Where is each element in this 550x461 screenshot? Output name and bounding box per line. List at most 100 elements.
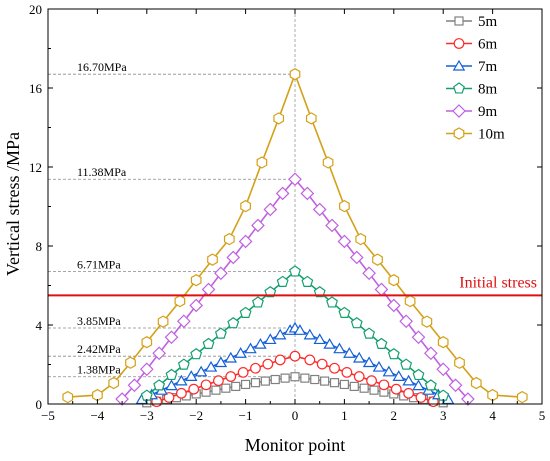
- point-6m-10: [274, 354, 286, 366]
- point-10m-6: [174, 294, 186, 308]
- series-10m: [62, 67, 528, 404]
- y-tick-label-2: 8: [36, 239, 43, 254]
- point-9m-1: [127, 378, 142, 393]
- legend-marker-7m: [452, 59, 466, 71]
- point-6m-19: [390, 383, 402, 395]
- x-tick-label-4: −1: [239, 408, 253, 423]
- point-9m-27: [448, 378, 463, 393]
- point-6m-9: [262, 358, 274, 370]
- point-10m-11: [256, 156, 268, 169]
- point-10m-0: [62, 390, 74, 404]
- x-tick-label-0: −5: [41, 408, 55, 423]
- point-10m-18: [372, 253, 383, 266]
- point-10m-26: [516, 390, 528, 404]
- point-7m-27: [392, 370, 405, 381]
- y-tick-label-3: 12: [29, 160, 42, 175]
- point-5m-21: [349, 381, 359, 392]
- point-6m-8: [250, 362, 261, 374]
- point-10m-12: [273, 112, 285, 125]
- point-10m-13: [289, 67, 301, 81]
- point-9m-20: [362, 266, 376, 281]
- point-6m-5: [213, 375, 224, 387]
- legend-label-9m: 9m: [478, 104, 498, 120]
- point-8m-2: [165, 368, 178, 381]
- point-7m-10: [234, 347, 247, 358]
- point-5m-19: [329, 378, 340, 388]
- point-7m-22: [343, 347, 356, 358]
- point-8m-1: [153, 379, 166, 391]
- point-8m-4: [190, 347, 203, 360]
- point-6m-17: [366, 375, 377, 387]
- point-7m-23: [352, 351, 366, 363]
- point-10m-2: [108, 376, 120, 390]
- y-tick-label-5: 20: [29, 2, 42, 17]
- point-10m-9: [223, 232, 235, 246]
- legend-label-10m: 10m: [478, 127, 505, 143]
- y-tick-label-4: 16: [29, 81, 43, 96]
- point-8m-11: [276, 275, 289, 287]
- point-9m-16: [312, 202, 327, 217]
- point-10m-15: [322, 156, 334, 169]
- point-9m-3: [152, 346, 166, 361]
- point-8m-13: [301, 275, 314, 287]
- point-5m-13: [270, 374, 280, 385]
- point-7m-6: [194, 365, 208, 377]
- point-10m-7: [190, 273, 202, 287]
- x-tick-label-2: −3: [140, 408, 154, 423]
- point-5m-10: [241, 379, 251, 390]
- series-8m: [140, 265, 450, 401]
- point-7m-29: [412, 379, 425, 391]
- point-8m-16: [338, 306, 351, 318]
- point-9m-11: [251, 218, 265, 233]
- legend: 5m 6m 7m 8m 9m 10m: [446, 14, 505, 143]
- point-9m-6: [189, 298, 204, 313]
- point-6m-7: [237, 367, 249, 378]
- point-9m-28: [461, 392, 475, 406]
- point-5m-9: [231, 381, 241, 392]
- point-10m-3: [125, 356, 136, 369]
- point-9m-25: [424, 346, 438, 361]
- point-5m-7: [211, 385, 221, 395]
- point-5m-17: [310, 374, 320, 385]
- point-7m-21: [333, 342, 346, 354]
- annotation-label-0: 16.70MPa: [77, 60, 127, 74]
- annotation-guides: 16.70MPa 11.38MPa 6.71MPa 3.85MPa 2.42MPa 1.3…: [48, 9, 296, 404]
- point-7m-19: [313, 333, 326, 345]
- point-5m-16: [300, 373, 310, 383]
- point-7m-8: [214, 356, 228, 368]
- x-tick-label-9: 4: [489, 408, 496, 423]
- reference-layer: Initial stress: [48, 274, 542, 297]
- x-axis-title: Monitor point: [245, 435, 346, 455]
- point-6m-3: [188, 383, 200, 395]
- point-5m-22: [359, 383, 369, 393]
- point-6m-15: [341, 367, 353, 378]
- point-10m-1: [92, 388, 103, 402]
- point-10m-14: [305, 112, 317, 125]
- x-tick-label-1: −4: [90, 408, 104, 423]
- point-10m-20: [404, 294, 416, 308]
- x-tick-label-7: 2: [391, 408, 398, 423]
- legend-label-6m: 6m: [478, 37, 498, 53]
- point-5m-15: [290, 372, 300, 382]
- series-layer: [62, 67, 528, 408]
- point-6m-16: [353, 371, 365, 382]
- point-7m-13: [264, 333, 277, 345]
- point-9m-13: [275, 186, 290, 201]
- point-9m-8: [214, 266, 228, 281]
- point-9m-12: [263, 202, 278, 217]
- point-8m-17: [350, 316, 363, 329]
- point-6m-11: [289, 350, 301, 362]
- point-10m-23: [454, 356, 465, 369]
- annotation-label-2: 6.71MPa: [77, 257, 121, 271]
- point-7m-12: [254, 337, 267, 349]
- point-9m-5: [177, 314, 191, 329]
- point-8m-12: [289, 265, 301, 277]
- point-6m-12: [304, 354, 316, 366]
- y-tick-label-1: 4: [36, 318, 43, 333]
- legend-marker-10m: [453, 127, 465, 140]
- point-10m-16: [339, 199, 350, 213]
- point-6m-21: [415, 392, 427, 403]
- point-8m-7: [227, 316, 240, 329]
- point-8m-15: [326, 296, 338, 308]
